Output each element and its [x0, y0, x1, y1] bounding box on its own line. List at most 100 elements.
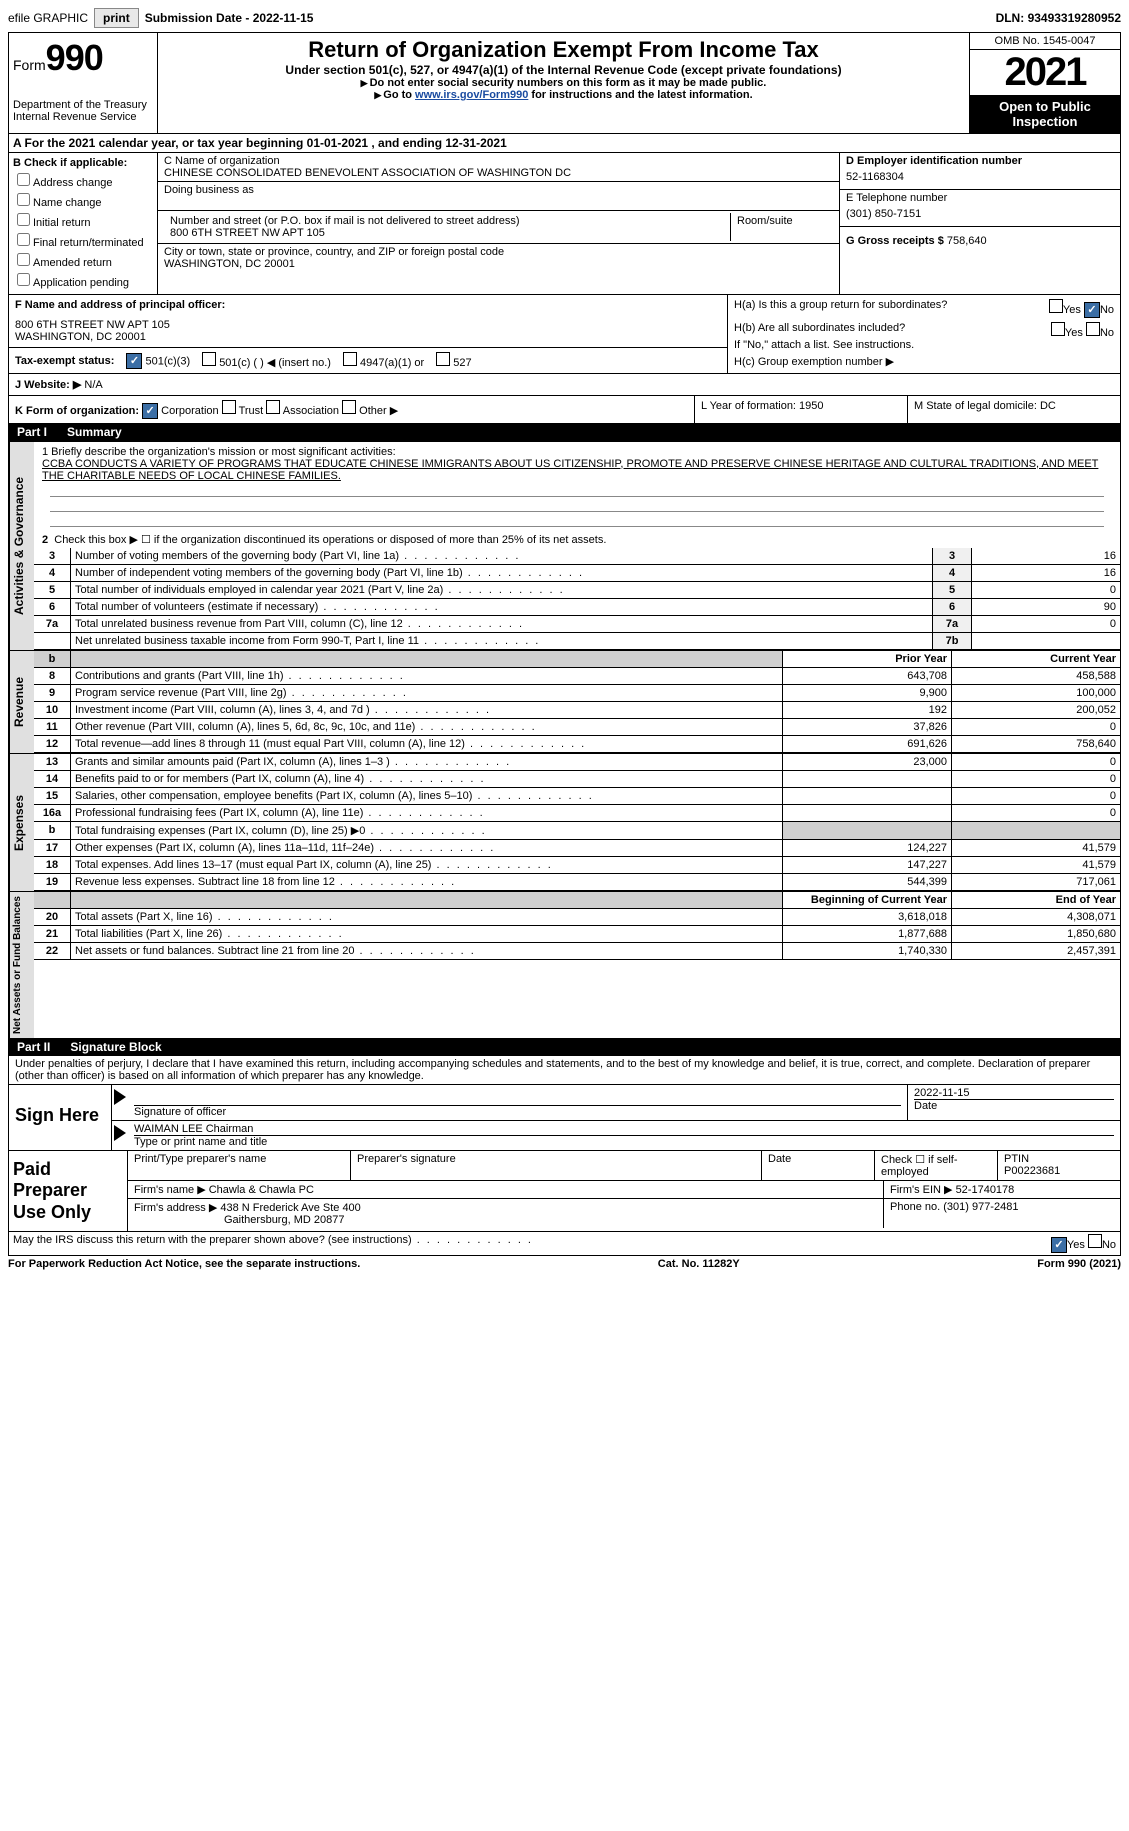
website: N/A: [81, 379, 102, 391]
org-name-cell: C Name of organization CHINESE CONSOLIDA…: [158, 153, 839, 182]
col-f: F Name and address of principal officer:…: [9, 295, 727, 373]
b-label: B Check if applicable:: [13, 157, 153, 169]
paid-preparer: Paid Preparer Use Only Print/Type prepar…: [9, 1150, 1120, 1232]
chk-assoc[interactable]: [266, 400, 280, 414]
chk-address[interactable]: Address change: [13, 170, 153, 189]
dba-cell: Doing business as: [158, 182, 839, 211]
header-left: Form990 Department of the Treasury Inter…: [9, 33, 158, 133]
table-row: 16aProfessional fundraising fees (Part I…: [34, 804, 1120, 821]
discuss-row: May the IRS discuss this return with the…: [9, 1231, 1120, 1255]
phone-cell: E Telephone number (301) 850-7151: [840, 190, 1120, 227]
mission-block: 1 Briefly describe the organization's mi…: [34, 442, 1120, 548]
header-center: Return of Organization Exempt From Incom…: [158, 33, 969, 133]
form-header: Form990 Department of the Treasury Inter…: [9, 33, 1120, 134]
section-bcd: B Check if applicable: Address change Na…: [9, 153, 1120, 294]
header-right: OMB No. 1545-0047 2021 Open to Public In…: [969, 33, 1120, 133]
gross-receipts: 758,640: [947, 235, 987, 247]
top-bar: efile GRAPHIC print Submission Date - 20…: [8, 8, 1121, 28]
part2-header: Part II Signature Block: [9, 1038, 1120, 1056]
mission-text: CCBA CONDUCTS A VARIETY OF PROGRAMS THAT…: [42, 458, 1112, 482]
discuss-no[interactable]: [1088, 1234, 1102, 1248]
print-button[interactable]: print: [94, 8, 139, 28]
table-row: 15Salaries, other compensation, employee…: [34, 787, 1120, 804]
dln: DLN: 93493319280952: [996, 11, 1121, 25]
firm-addr1: 438 N Frederick Ave Ste 400: [220, 1202, 360, 1214]
hb-no[interactable]: [1086, 322, 1100, 336]
irs: Internal Revenue Service: [13, 111, 153, 123]
chk-final[interactable]: Final return/terminated: [13, 230, 153, 249]
table-row: 7aTotal unrelated business revenue from …: [34, 615, 1120, 632]
officer-addr1: 800 6TH STREET NW APT 105: [15, 319, 721, 331]
submission-label: Submission Date - 2022-11-15: [145, 11, 314, 25]
col-c: C Name of organization CHINESE CONSOLIDA…: [158, 153, 839, 294]
paid-label: Paid Preparer Use Only: [9, 1151, 128, 1232]
row-a: A For the 2021 calendar year, or tax yea…: [9, 134, 1120, 153]
chk-other[interactable]: [342, 400, 356, 414]
row-k: K Form of organization: ✓ Corporation Tr…: [9, 395, 1120, 423]
part1-revenue: Revenue b Prior Year Current Year 8Contr…: [9, 650, 1120, 753]
form-word: Form: [13, 57, 46, 73]
table-row: 20Total assets (Part X, line 16)3,618,01…: [34, 908, 1120, 925]
form-subtitle: Under section 501(c), 527, or 4947(a)(1)…: [162, 63, 965, 77]
instr-ssn: Do not enter social security numbers on …: [162, 77, 965, 89]
declaration: Under penalties of perjury, I declare th…: [9, 1056, 1120, 1084]
chk-4947[interactable]: [343, 352, 357, 366]
phone: (301) 850-7151: [846, 204, 1114, 224]
open-public: Open to Public Inspection: [970, 95, 1120, 133]
chk-initial[interactable]: Initial return: [13, 210, 153, 229]
table-row: Net unrelated business taxable income fr…: [34, 632, 1120, 649]
officer-name: WAIMAN LEE Chairman: [134, 1123, 1114, 1136]
part1-expenses: Expenses 13Grants and similar amounts pa…: [9, 753, 1120, 891]
chk-amended[interactable]: Amended return: [13, 250, 153, 269]
chk-501c3[interactable]: ✓: [126, 353, 142, 369]
city: WASHINGTON, DC 20001: [164, 258, 833, 270]
irs-link[interactable]: www.irs.gov/Form990: [415, 89, 528, 101]
firm-name: Chawla & Chawla PC: [209, 1184, 314, 1196]
efile-label: efile GRAPHIC: [8, 11, 88, 25]
tab-revenue: Revenue: [9, 651, 34, 753]
ha-yes[interactable]: [1049, 299, 1063, 313]
officer-addr2: WASHINGTON, DC 20001: [15, 331, 721, 343]
tab-activities: Activities & Governance: [9, 442, 34, 650]
table-row: 13Grants and similar amounts paid (Part …: [34, 754, 1120, 771]
chk-pending[interactable]: Application pending: [13, 270, 153, 289]
summary-top-table: 3Number of voting members of the governi…: [34, 548, 1120, 650]
table-row: 4Number of independent voting members of…: [34, 564, 1120, 581]
revenue-table: b Prior Year Current Year 8Contributions…: [34, 651, 1120, 753]
col-h: H(a) Is this a group return for subordin…: [727, 295, 1120, 373]
chk-corp[interactable]: ✓: [142, 403, 158, 419]
discuss-yes[interactable]: ✓: [1051, 1237, 1067, 1253]
table-row: 3Number of voting members of the governi…: [34, 548, 1120, 565]
sign-here-label: Sign Here: [9, 1085, 112, 1150]
chk-527[interactable]: [436, 352, 450, 366]
table-row: 9Program service revenue (Part VIII, lin…: [34, 684, 1120, 701]
netassets-table: Beginning of Current Year End of Year 20…: [34, 892, 1120, 960]
section-fh: F Name and address of principal officer:…: [9, 294, 1120, 373]
hb-yes[interactable]: [1051, 322, 1065, 336]
sig-arrow-icon: [114, 1125, 126, 1141]
table-row: 6Total number of volunteers (estimate if…: [34, 598, 1120, 615]
firm-ein: 52-1740178: [956, 1184, 1015, 1196]
page-footer: For Paperwork Reduction Act Notice, see …: [8, 1256, 1121, 1272]
instr-link: Go to www.irs.gov/Form990 for instructio…: [162, 89, 965, 101]
table-row: 11Other revenue (Part VIII, column (A), …: [34, 718, 1120, 735]
table-row: 19Revenue less expenses. Subtract line 1…: [34, 873, 1120, 890]
table-row: 18Total expenses. Add lines 13–17 (must …: [34, 856, 1120, 873]
part1-netassets: Net Assets or Fund Balances Beginning of…: [9, 891, 1120, 1038]
room-label: Room/suite: [731, 213, 833, 241]
sign-section: Sign Here Signature of officer 2022-11-1…: [9, 1084, 1120, 1150]
tab-expenses: Expenses: [9, 754, 34, 891]
row-j: J Website: ▶ N/A: [9, 373, 1120, 395]
ein: 52-1168304: [846, 167, 1114, 187]
ein-cell: D Employer identification number 52-1168…: [840, 153, 1120, 190]
chk-trust[interactable]: [222, 400, 236, 414]
chk-501c[interactable]: [202, 352, 216, 366]
part1-activities: Activities & Governance 1 Briefly descri…: [9, 441, 1120, 650]
form-990: Form990 Department of the Treasury Inter…: [8, 32, 1121, 1256]
col-b: B Check if applicable: Address change Na…: [9, 153, 158, 294]
chk-name[interactable]: Name change: [13, 190, 153, 209]
ha-no[interactable]: ✓: [1084, 302, 1100, 318]
addr-cell: Number and street (or P.O. box if mail i…: [158, 211, 839, 244]
year-formation: L Year of formation: 1950: [694, 396, 907, 423]
table-row: 17Other expenses (Part IX, column (A), l…: [34, 839, 1120, 856]
